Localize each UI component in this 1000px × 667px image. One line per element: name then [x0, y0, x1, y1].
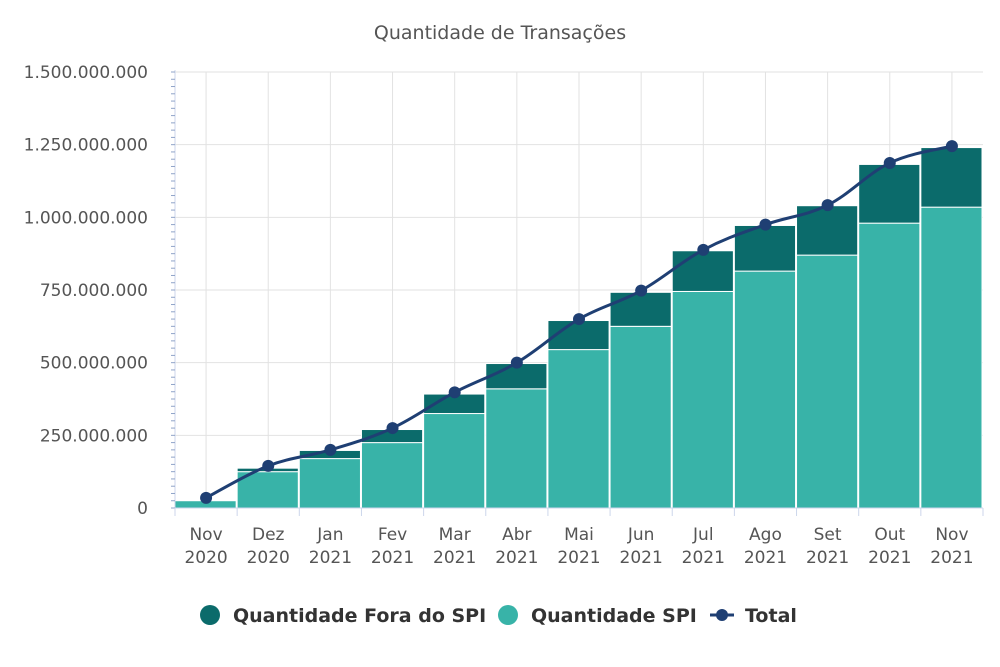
x-tick-label-year: 2021	[620, 548, 663, 568]
total-line	[200, 140, 958, 504]
y-tick-label: 750.000.000	[40, 281, 148, 301]
bar-quantidade-spi	[733, 270, 797, 509]
x-tick-label-year: 2020	[184, 548, 227, 568]
x-tick-label-year: 2021	[806, 548, 849, 568]
legend-marker	[716, 609, 728, 621]
bar-quantidade-spi	[547, 349, 610, 509]
total-point	[324, 443, 337, 456]
total-point	[759, 218, 772, 231]
x-tick-label-month: Jul	[692, 525, 714, 545]
bar-quantidade-spi	[796, 254, 859, 509]
x-tick-label-month: Jan	[316, 525, 343, 545]
x-tick-label-month: Abr	[502, 525, 531, 545]
bar-quantidade-spi	[671, 290, 734, 509]
total-point	[200, 491, 213, 504]
total-point	[697, 243, 710, 256]
bar-quantidade-spi	[920, 206, 983, 509]
x-tick-label-year: 2021	[433, 548, 476, 568]
total-point	[573, 313, 585, 326]
total-point	[448, 386, 461, 399]
legend: Quantidade Fora do SPI Quantidade SPI Tota…	[200, 605, 797, 627]
bar-quantidade-spi	[858, 222, 921, 509]
y-tick-label: 250.000.000	[40, 426, 148, 446]
total-point	[386, 422, 399, 435]
x-tick-label-month: Jun	[627, 525, 655, 545]
x-tick-label-year: 2021	[557, 548, 600, 568]
x-tick-label-month: Mar	[439, 525, 471, 545]
bar-quantidade-spi	[485, 388, 548, 509]
chart-title: Quantidade de Transações	[374, 22, 626, 44]
legend-marker	[498, 605, 518, 625]
bar-quantidade-fora-do-spi	[920, 147, 983, 208]
x-tick-label-month: Out	[874, 525, 905, 545]
total-point	[635, 284, 648, 297]
x-tick-label-month: Dez	[252, 525, 285, 545]
x-tick-label-month: Nov	[189, 525, 222, 545]
legend-label[interactable]: Quantidade SPI	[531, 605, 697, 627]
bar-quantidade-spi	[423, 413, 486, 509]
x-tick-label-year: 2021	[371, 548, 414, 568]
total-point	[945, 140, 958, 153]
x-tick-label-month: Nov	[935, 525, 968, 545]
x-tick-label-year: 2021	[744, 548, 787, 568]
y-tick-label: 1.500.000.000	[24, 63, 148, 83]
bars	[174, 147, 983, 509]
bar-quantidade-fora-do-spi	[858, 163, 921, 224]
axes: 0 250.000.000 500.000.000 750.000.000 1.000.…	[24, 63, 984, 568]
x-tick-label-year: 2021	[682, 548, 725, 568]
bar-quantidade-fora-do-spi	[671, 250, 734, 292]
x-tick-label-month: Fev	[378, 525, 407, 545]
y-tick-label: 500.000.000	[40, 354, 148, 374]
total-point	[883, 156, 896, 169]
bar-quantidade-spi	[298, 458, 361, 509]
x-tick-label-year: 2021	[868, 548, 911, 568]
total-point	[821, 199, 834, 212]
x-tick-label-year: 2021	[495, 548, 538, 568]
bar-quantidade-fora-do-spi	[609, 291, 672, 327]
x-tick-label-month: Mai	[564, 525, 594, 545]
x-tick-label-year: 2021	[930, 548, 973, 568]
x-tick-label-year: 2020	[247, 548, 290, 568]
legend-label[interactable]: Quantidade Fora do SPI	[233, 605, 486, 627]
legend-marker	[200, 605, 220, 625]
bar-quantidade-spi	[609, 325, 672, 509]
y-tick-label: 1.000.000.000	[24, 208, 148, 228]
legend-label[interactable]: Total	[745, 605, 797, 627]
total-point	[262, 459, 275, 472]
x-tick-label-month: Set	[814, 525, 842, 545]
total-point	[510, 356, 523, 369]
x-tick-label-year: 2021	[309, 548, 352, 568]
y-tick-label: 0	[137, 499, 148, 519]
y-tick-label: 1.250.000.000	[24, 136, 148, 156]
bar-quantidade-spi	[360, 442, 424, 509]
x-tick-label-month: Ago	[749, 525, 782, 545]
